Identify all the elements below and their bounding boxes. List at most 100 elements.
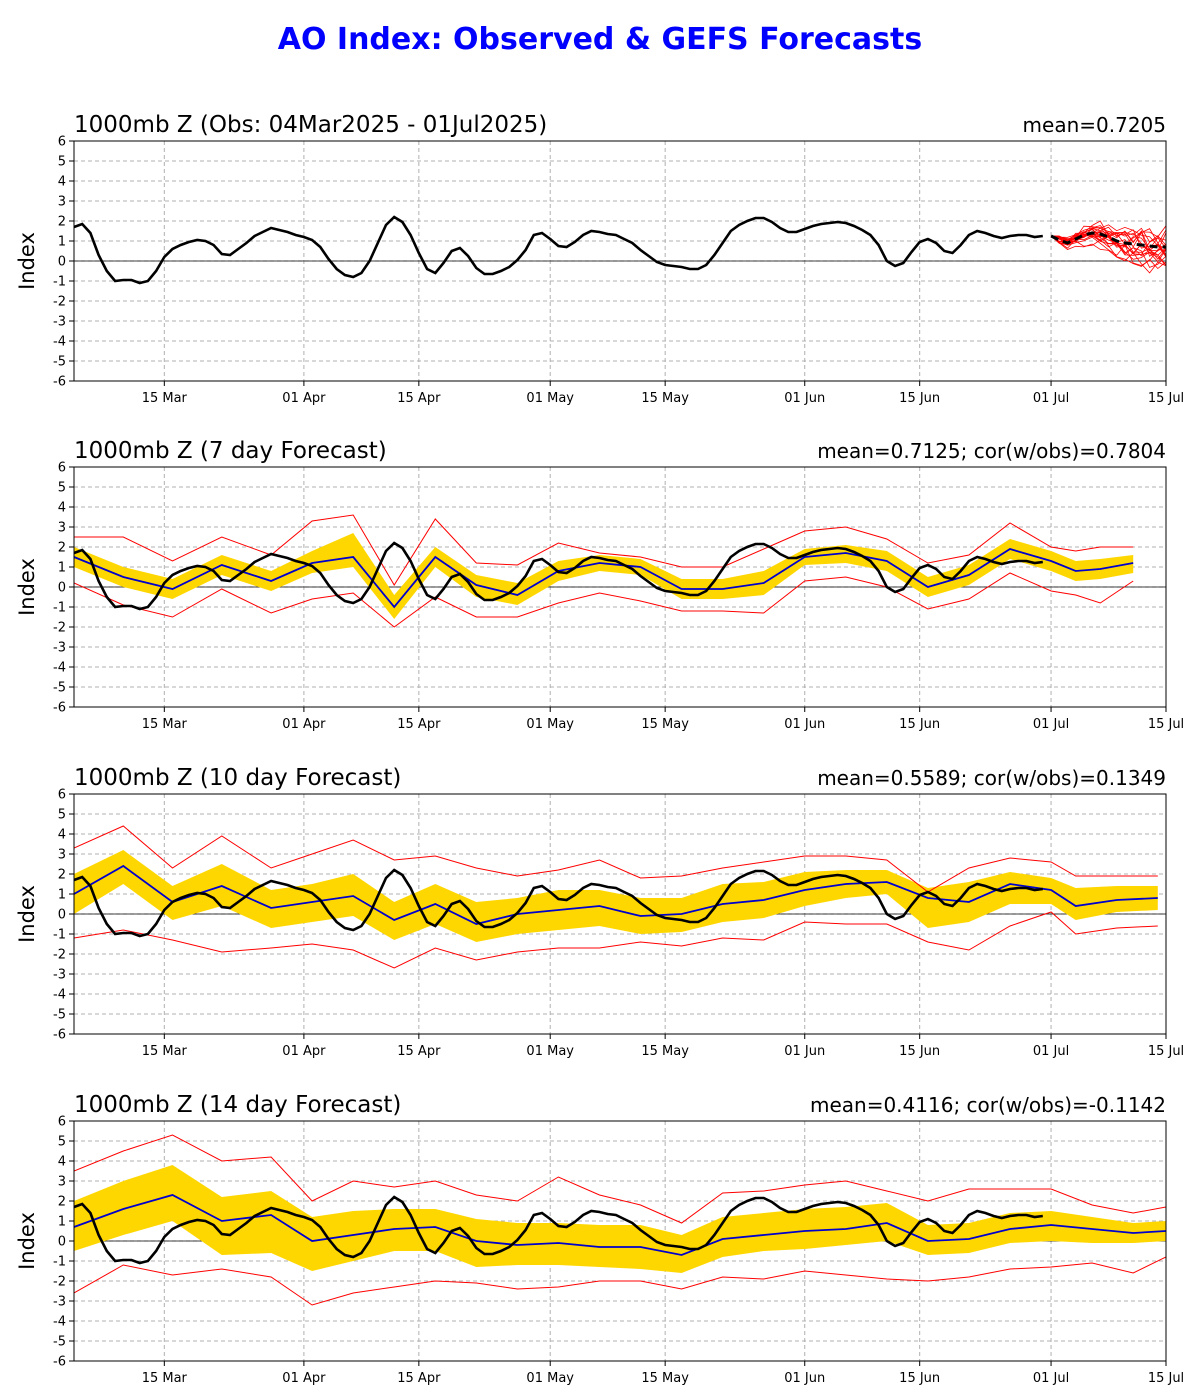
y-tick-label: -1 (53, 928, 66, 943)
y-tick-label: 2 (58, 1195, 66, 1210)
x-tick-label: 01 Jul (1033, 391, 1069, 406)
ensemble-mean-line (74, 548, 1134, 609)
y-tick-label: 6 (58, 788, 66, 803)
y-tick-label: 4 (58, 1155, 66, 1170)
spread-band (74, 850, 1158, 942)
y-tick-label: -5 (53, 355, 66, 370)
panel-title: 1000mb Z (7 day Forecast) (74, 438, 387, 464)
x-tick-label: 15 Jul (1148, 717, 1184, 732)
y-tick-label: -2 (53, 621, 66, 636)
min-member-line (74, 1256, 1166, 1306)
y-tick-label: 5 (58, 808, 66, 823)
y-tick-label: -4 (53, 335, 66, 350)
x-tick-label: 01 Apr (282, 1371, 326, 1386)
panel-2: 6 5 4 3 2 1 0 -1 -2 -3 -4 -5 -6 15 Mar 01 Apr 15 Apr 01 … (15, 438, 1184, 732)
y-tick-label: 1 (58, 888, 66, 903)
y-tick-label: 3 (58, 521, 66, 536)
y-tick-label: 6 (58, 135, 66, 150)
y-tick-label: 6 (58, 1115, 66, 1130)
panel-title: 1000mb Z (10 day Forecast) (74, 765, 401, 791)
y-tick-label: 3 (58, 848, 66, 863)
x-tick-label: 15 Jun (899, 1371, 940, 1386)
x-tick-label: 01 Jun (784, 391, 825, 406)
min-member-line (74, 911, 1158, 969)
y-tick-label: -6 (53, 701, 66, 716)
panel-stats: mean=0.4116; cor(w/obs)=-0.1142 (810, 1093, 1166, 1117)
page-title: AO Index: Observed & GEFS Forecasts (277, 22, 923, 57)
ensemble-member-line (1050, 235, 1166, 257)
panel-title: 1000mb Z (Obs: 04Mar2025 - 01Jul2025) (74, 112, 547, 138)
y-tick-label: -4 (53, 1315, 66, 1330)
observed-line (74, 541, 1043, 611)
y-tick-label: 5 (58, 155, 66, 170)
y-tick-label: 2 (58, 868, 66, 883)
ensemble-member-line (1051, 228, 1166, 256)
y-tick-label: -6 (53, 1355, 66, 1370)
x-tick-label: 15 Jul (1148, 1044, 1184, 1059)
y-tick-label: -2 (53, 1275, 66, 1290)
x-tick-label: 15 Jun (899, 717, 940, 732)
x-tick-label: 01 Jun (784, 717, 825, 732)
y-tick-label: -6 (53, 1028, 66, 1043)
y-tick-label: 6 (58, 461, 66, 476)
x-tick-label: 15 May (641, 717, 689, 732)
spread-band (74, 533, 1134, 619)
y-tick-label: 1 (58, 561, 66, 576)
y-tick-label: -1 (53, 1255, 66, 1270)
y-tick-label: -1 (53, 275, 66, 290)
x-tick-label: 01 May (526, 717, 574, 732)
x-tick-label: 15 Apr (397, 1044, 441, 1059)
observed-line (74, 215, 1043, 285)
x-tick-label: 01 Jul (1033, 717, 1069, 732)
x-tick-label: 01 Apr (282, 391, 326, 406)
y-tick-label: -5 (53, 681, 66, 696)
x-tick-label: 01 Apr (282, 717, 326, 732)
y-tick-label: -4 (53, 988, 66, 1003)
y-tick-label: -3 (53, 968, 66, 983)
x-tick-label: 15 Apr (397, 1371, 441, 1386)
panel-stats: mean=0.5589; cor(w/obs)=0.1349 (817, 766, 1166, 790)
max-member-line (74, 514, 1134, 586)
y-axis-label: Index (15, 232, 39, 290)
x-tick-label: 01 May (526, 1371, 574, 1386)
x-tick-label: 15 Mar (142, 717, 188, 732)
observed-line (74, 868, 1043, 938)
x-tick-label: 15 May (641, 391, 689, 406)
x-tick-label: 15 Jun (899, 391, 940, 406)
x-tick-label: 01 Jul (1033, 1044, 1069, 1059)
forecast-mean-dashed-line (1050, 231, 1166, 249)
x-tick-label: 15 May (641, 1371, 689, 1386)
panel-stats: mean=0.7205 (1023, 113, 1166, 137)
y-tick-label: 2 (58, 215, 66, 230)
x-tick-label: 15 Jun (899, 1044, 940, 1059)
x-tick-label: 01 Jun (784, 1044, 825, 1059)
plot-area (74, 514, 1134, 628)
y-tick-label: -3 (53, 641, 66, 656)
ensemble-member-line (1051, 227, 1166, 246)
ensemble-member-line (1050, 233, 1166, 266)
ensemble-mean-line (74, 1194, 1166, 1256)
x-tick-label: 15 Jul (1148, 391, 1184, 406)
x-tick-label: 01 Apr (282, 1044, 326, 1059)
y-tick-label: -1 (53, 601, 66, 616)
x-tick-label: 15 Mar (142, 391, 188, 406)
y-axis-label: Index (15, 558, 39, 616)
min-member-line (74, 572, 1134, 628)
x-tick-label: 15 Mar (142, 1371, 188, 1386)
plot-area (74, 825, 1158, 969)
y-tick-label: 0 (58, 908, 66, 923)
y-tick-label: -2 (53, 295, 66, 310)
plot-area (74, 215, 1166, 285)
y-tick-label: 4 (58, 828, 66, 843)
max-member-line (74, 825, 1158, 893)
y-tick-label: -3 (53, 1295, 66, 1310)
y-tick-label: 2 (58, 541, 66, 556)
x-tick-label: 01 Jul (1033, 1371, 1069, 1386)
y-tick-label: -5 (53, 1335, 66, 1350)
y-tick-label: 3 (58, 1175, 66, 1190)
y-tick-label: 5 (58, 1135, 66, 1150)
y-tick-label: -5 (53, 1008, 66, 1023)
x-tick-label: 15 Apr (397, 717, 441, 732)
x-tick-label: 01 May (526, 1044, 574, 1059)
plot-area (74, 1134, 1166, 1306)
